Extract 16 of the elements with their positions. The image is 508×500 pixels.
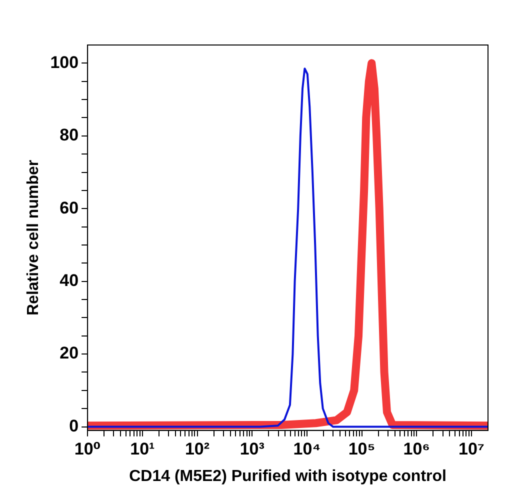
y-tick-label: 0	[69, 416, 79, 436]
x-tick-label: 10²	[184, 439, 210, 458]
x-tick-label: 10⁷	[458, 439, 484, 458]
y-tick-label: 80	[60, 126, 79, 145]
x-tick-label: 10⁴	[293, 439, 321, 458]
x-tick-label: 10⁶	[403, 439, 430, 458]
y-tick-label: 60	[60, 198, 79, 218]
y-tick-label: 100	[50, 52, 79, 72]
y-axis-title: Relative cell number	[25, 160, 42, 316]
x-tick-label: 10⁵	[348, 439, 376, 458]
x-axis-title: CD14 (M5E2) Purified with isotype control	[129, 468, 446, 485]
x-tick-label: 10⁰	[74, 439, 101, 458]
y-tick-label: 20	[60, 344, 79, 363]
y-tick-label: 40	[60, 271, 79, 290]
x-tick-label: 10³	[240, 439, 265, 458]
x-tick-label: 10¹	[130, 439, 156, 458]
